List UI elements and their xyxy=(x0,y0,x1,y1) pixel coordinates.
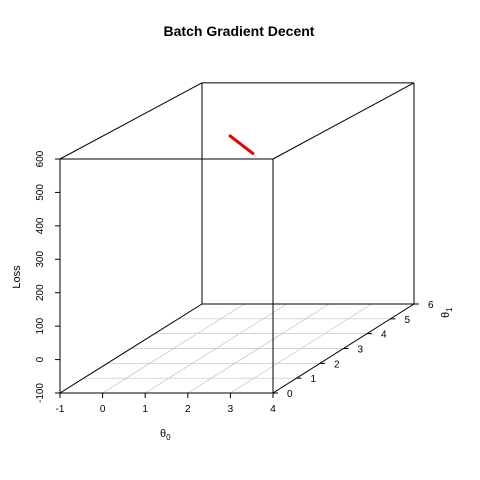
series-0-point-1 xyxy=(236,140,240,144)
z-tick-label-6: 500 xyxy=(35,184,46,201)
x-tick-label-1: 0 xyxy=(100,404,106,415)
z-axis-label: Loss xyxy=(11,265,23,289)
y-tick-label-4: 4 xyxy=(381,330,387,341)
z-tick-label-5: 400 xyxy=(35,217,46,234)
z-tick-label-7: 600 xyxy=(35,150,46,167)
y-axis-label: θ1 xyxy=(440,307,454,318)
data-series xyxy=(228,134,255,155)
y-axis-label-symbol: θ xyxy=(440,312,452,318)
x-tick-label-2: 1 xyxy=(142,404,148,415)
bounding-box xyxy=(59,82,415,394)
z-tick-label-0: -100 xyxy=(35,383,46,403)
x-tick-label-4: 3 xyxy=(228,404,234,415)
box-edge-3 xyxy=(59,303,203,394)
x-tick-label-5: 4 xyxy=(270,404,276,415)
x-tick-label-3: 2 xyxy=(185,404,191,415)
box-edge-5 xyxy=(272,82,415,160)
box-edge-7 xyxy=(59,82,203,160)
y-tick-label-6: 6 xyxy=(428,300,434,311)
y-axis-label-subscript: 1 xyxy=(445,307,454,312)
x-axis-label-subscript: 0 xyxy=(166,433,171,442)
x-tick-label-0: -1 xyxy=(56,404,65,415)
x-axis-label-symbol: θ xyxy=(160,428,166,440)
series-0-point-0 xyxy=(228,134,232,138)
z-tick-label-2: 100 xyxy=(35,317,46,334)
y-tick-label-2: 2 xyxy=(334,359,340,370)
z-tick-label-3: 200 xyxy=(35,284,46,301)
y-tick-label-5: 5 xyxy=(405,315,411,326)
z-tick-label-1: 0 xyxy=(35,356,46,362)
z-tick-label-4: 300 xyxy=(35,251,46,268)
series-0-point-3 xyxy=(251,151,255,155)
chart-title: Batch Gradient Decent xyxy=(164,23,315,39)
y-tick-label-3: 3 xyxy=(358,345,364,356)
series-line-0 xyxy=(228,134,255,155)
y-tick-label-0: 0 xyxy=(287,389,293,400)
y-tick-label-1: 1 xyxy=(311,374,317,385)
x-axis-label: θ0 xyxy=(160,428,171,442)
series-0-point-2 xyxy=(243,146,247,150)
